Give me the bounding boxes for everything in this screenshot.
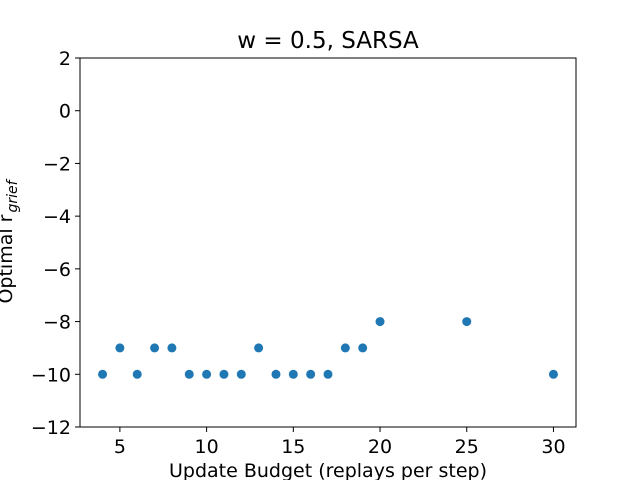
data-point <box>150 343 160 353</box>
chart-title: w = 0.5, SARSA <box>237 28 419 54</box>
data-point <box>184 369 194 379</box>
x-axis: 5 10 15 20 25 30 <box>114 427 566 458</box>
x-axis-label: Update Budget (replays per step) <box>169 460 487 480</box>
x-tick-label: 20 <box>368 436 392 458</box>
y-tick-label: 2 <box>59 48 71 70</box>
data-point <box>202 369 212 379</box>
data-point <box>167 343 177 353</box>
y-tick-label: −10 <box>31 364 71 386</box>
x-tick-label: 10 <box>195 436 219 458</box>
data-points <box>98 317 558 379</box>
data-point <box>323 369 333 379</box>
data-point <box>254 343 264 353</box>
data-point <box>132 369 142 379</box>
y-tick-label: −6 <box>43 259 71 281</box>
data-point <box>358 343 368 353</box>
y-axis-label-sub: grief <box>5 178 21 212</box>
x-tick-label: 30 <box>541 436 565 458</box>
y-tick-label: −12 <box>31 417 71 439</box>
data-point <box>219 369 229 379</box>
data-point <box>306 369 316 379</box>
data-point <box>288 369 298 379</box>
y-tick-label: 0 <box>59 101 71 123</box>
y-axis-label-main: Optimal r <box>0 214 17 303</box>
data-point <box>271 369 281 379</box>
data-point <box>115 343 125 353</box>
data-point <box>375 317 385 327</box>
data-point <box>462 317 472 327</box>
plot-area <box>79 57 577 428</box>
data-point <box>236 369 246 379</box>
data-point <box>548 369 558 379</box>
y-tick-label: −4 <box>43 206 71 228</box>
y-tick-label: −2 <box>43 153 71 175</box>
x-tick-label: 25 <box>455 436 479 458</box>
x-tick-label: 15 <box>281 436 305 458</box>
data-point <box>98 369 108 379</box>
y-tick-label: −8 <box>43 312 71 334</box>
x-tick-label: 5 <box>114 436 126 458</box>
y-axis-label: Optimal r grief <box>0 178 21 303</box>
y-axis: −12 −10 −8 −6 −4 −2 0 2 <box>31 48 80 439</box>
data-point <box>340 343 350 353</box>
